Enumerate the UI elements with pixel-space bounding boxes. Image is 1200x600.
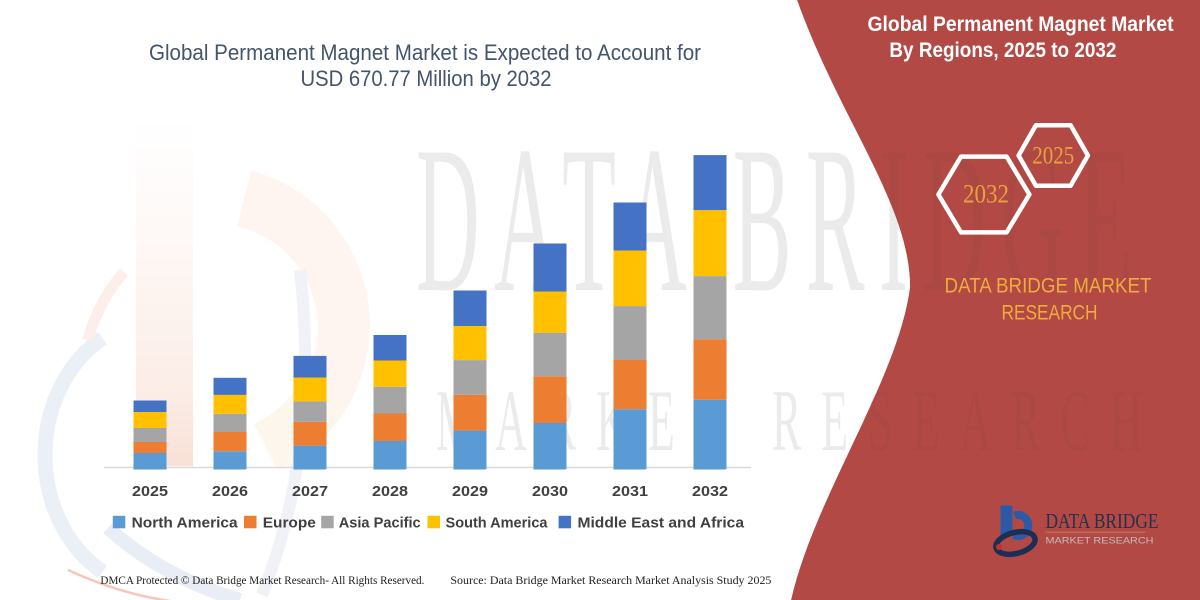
svg-text:Global Permanent Magnet Market: Global Permanent Magnet Market xyxy=(868,13,1174,36)
svg-text:2025: 2025 xyxy=(132,483,168,500)
svg-text:2026: 2026 xyxy=(212,483,248,500)
svg-text:2032: 2032 xyxy=(963,180,1009,209)
svg-text:2029: 2029 xyxy=(452,483,488,500)
svg-text:Europe: Europe xyxy=(263,515,316,532)
svg-text:2027: 2027 xyxy=(292,483,328,500)
svg-text:North America: North America xyxy=(132,515,239,532)
svg-text:2030: 2030 xyxy=(532,483,568,500)
svg-text:Middle East and Africa: Middle East and Africa xyxy=(578,515,745,532)
svg-text:MARKET RESEARCH: MARKET RESEARCH xyxy=(1046,536,1154,547)
svg-text:Global Permanent Magnet Market: Global Permanent Magnet Market is Expect… xyxy=(149,40,701,65)
svg-text:South America: South America xyxy=(446,515,549,532)
svg-text:Source: Data Bridge Market Res: Source: Data Bridge Market Research Mark… xyxy=(450,573,771,587)
svg-text:2032: 2032 xyxy=(692,483,728,500)
svg-text:Asia Pacific: Asia Pacific xyxy=(339,515,421,532)
svg-text:By Regions, 2025 to 2032: By Regions, 2025 to 2032 xyxy=(889,39,1116,62)
svg-text:DATA BRIDGE: DATA BRIDGE xyxy=(1046,509,1159,533)
svg-text:DATA BRIDGE MARKET: DATA BRIDGE MARKET xyxy=(945,275,1152,298)
svg-text:DMCA Protected © Data Bridge M: DMCA Protected © Data Bridge Market Rese… xyxy=(100,573,424,587)
svg-text:RESEARCH: RESEARCH xyxy=(1002,302,1098,325)
svg-text:2031: 2031 xyxy=(612,483,648,500)
svg-text:USD 670.77 Million by 2032: USD 670.77 Million by 2032 xyxy=(301,66,552,91)
svg-text:2028: 2028 xyxy=(372,483,408,500)
svg-text:2025: 2025 xyxy=(1032,143,1074,170)
